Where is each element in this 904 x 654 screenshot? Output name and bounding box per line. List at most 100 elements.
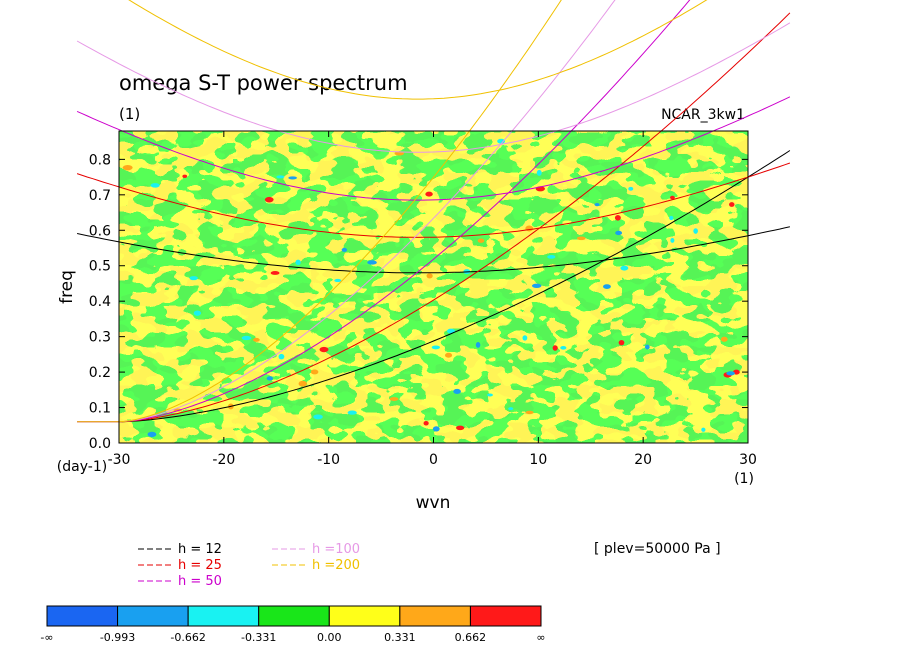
x-tick-label: 0 [429, 452, 438, 468]
anomaly-speck [508, 407, 514, 411]
colorbar-label: -0.331 [241, 631, 276, 644]
anomaly-speck [276, 175, 285, 179]
colorbar-label: -∞ [40, 631, 53, 644]
anomaly-speck [487, 393, 493, 397]
dispersion-curve [76, 22, 791, 153]
colorbar-swatch [117, 605, 189, 627]
anomaly-speck [547, 254, 556, 259]
y-tick-label: 0.5 [89, 259, 111, 275]
anomaly-speck [693, 228, 698, 234]
dispersion-curve [76, 226, 791, 274]
anomaly-speck [615, 230, 623, 236]
anomaly-speck [341, 247, 348, 252]
anomaly-speck [536, 169, 542, 176]
anomaly-speck [720, 336, 728, 342]
colorbar-swatch [46, 605, 119, 627]
y-axis-label: freq [57, 270, 77, 304]
legend-label: h = 25 [178, 558, 222, 573]
anomaly-speck [475, 342, 481, 348]
anomaly-speck [594, 203, 600, 207]
colorbar-label: 0.00 [317, 631, 342, 644]
anomaly-speck [367, 260, 377, 265]
anomaly-speck [456, 425, 465, 431]
colorbar-swatch [187, 605, 260, 627]
x-tick-label: 20 [634, 452, 652, 468]
anomaly-speck [189, 276, 198, 281]
anomaly-speck [334, 278, 342, 283]
y-tick-label: 0.2 [89, 365, 111, 381]
colorbar-swatch [328, 605, 401, 627]
anomaly-speck [270, 271, 280, 275]
dispersion-curve [76, 162, 791, 238]
anomaly-speck [313, 414, 323, 420]
anomaly-speck [726, 371, 735, 376]
anomaly-speck [347, 410, 357, 415]
anomaly-speck [531, 283, 542, 288]
anomaly-speck [253, 337, 260, 342]
legend-label: h =200 [312, 558, 360, 573]
anomaly-speck [423, 420, 429, 426]
x-axis: -30 -20 -10 0 10 20 30 [108, 131, 757, 468]
y-tick-label: 0.6 [89, 223, 111, 239]
model-label: NCAR_3kw1 [661, 107, 745, 123]
chart-subtitle: (1) [119, 105, 140, 123]
anomaly-speck [425, 191, 433, 197]
anomaly-speck [701, 427, 706, 432]
anomaly-speck [389, 397, 399, 401]
anomaly-speck [241, 335, 252, 341]
y-unit-label: (day-1) [57, 459, 107, 475]
anomaly-speck [670, 195, 675, 200]
anomaly-speck [444, 352, 453, 358]
anomaly-speck [264, 196, 274, 203]
anomaly-speck [603, 284, 611, 289]
anomaly-speck [266, 376, 274, 381]
field-note: [ plev=50000 Pa ] [594, 541, 721, 557]
colorbar-swatch [469, 605, 542, 627]
y-tick-label: 0.8 [89, 152, 111, 168]
anomaly-speck [122, 164, 133, 171]
anomaly-speck [319, 346, 329, 353]
dispersion-curve [76, 96, 791, 201]
y-tick-label: 0.4 [89, 294, 111, 310]
colorbar-swatch [399, 605, 471, 627]
legend-label: h = 12 [178, 542, 222, 557]
x-tick-label: 30 [739, 452, 757, 468]
anomaly-speck [525, 225, 534, 232]
power-field [119, 131, 748, 443]
anomaly-speck [182, 174, 188, 178]
y-tick-label: 0.7 [89, 188, 111, 204]
anomaly-speck [150, 183, 160, 188]
anomaly-speck [628, 186, 634, 191]
dispersion-curves [76, 0, 791, 423]
anomaly-speckles [122, 138, 740, 438]
x-tick-label: 10 [529, 452, 547, 468]
anomaly-speck [453, 388, 461, 394]
anomaly-speck [295, 259, 301, 266]
anomaly-speck [310, 369, 319, 375]
colorbar-swatch [258, 605, 330, 627]
x-tick-label: -20 [212, 452, 235, 468]
colorbar-label: 0.331 [384, 631, 416, 644]
kelvin-curve [77, 150, 791, 423]
anomaly-speck [669, 215, 674, 221]
x-tick-label: -10 [317, 452, 340, 468]
anomaly-speck [426, 273, 433, 279]
anomaly-speck [729, 202, 735, 207]
anomaly-speck [560, 345, 567, 350]
kelvin-curve [77, 0, 616, 423]
y-tick-label: 0.1 [89, 401, 111, 417]
anomaly-speck [576, 236, 586, 241]
anomaly-speck [278, 353, 285, 360]
chart-title: omega S-T power spectrum [119, 71, 408, 95]
colorbar-label: -0.662 [170, 631, 205, 644]
colorbar-label: 0.662 [455, 631, 487, 644]
y-tick-label: 0.0 [89, 436, 111, 452]
anomaly-speck [670, 238, 675, 243]
x-unit-label: (1) [734, 471, 754, 487]
anomaly-speck [620, 265, 629, 271]
anomaly-speck [552, 345, 558, 351]
anomaly-speck [614, 215, 621, 221]
x-tick-label: -30 [108, 452, 131, 468]
